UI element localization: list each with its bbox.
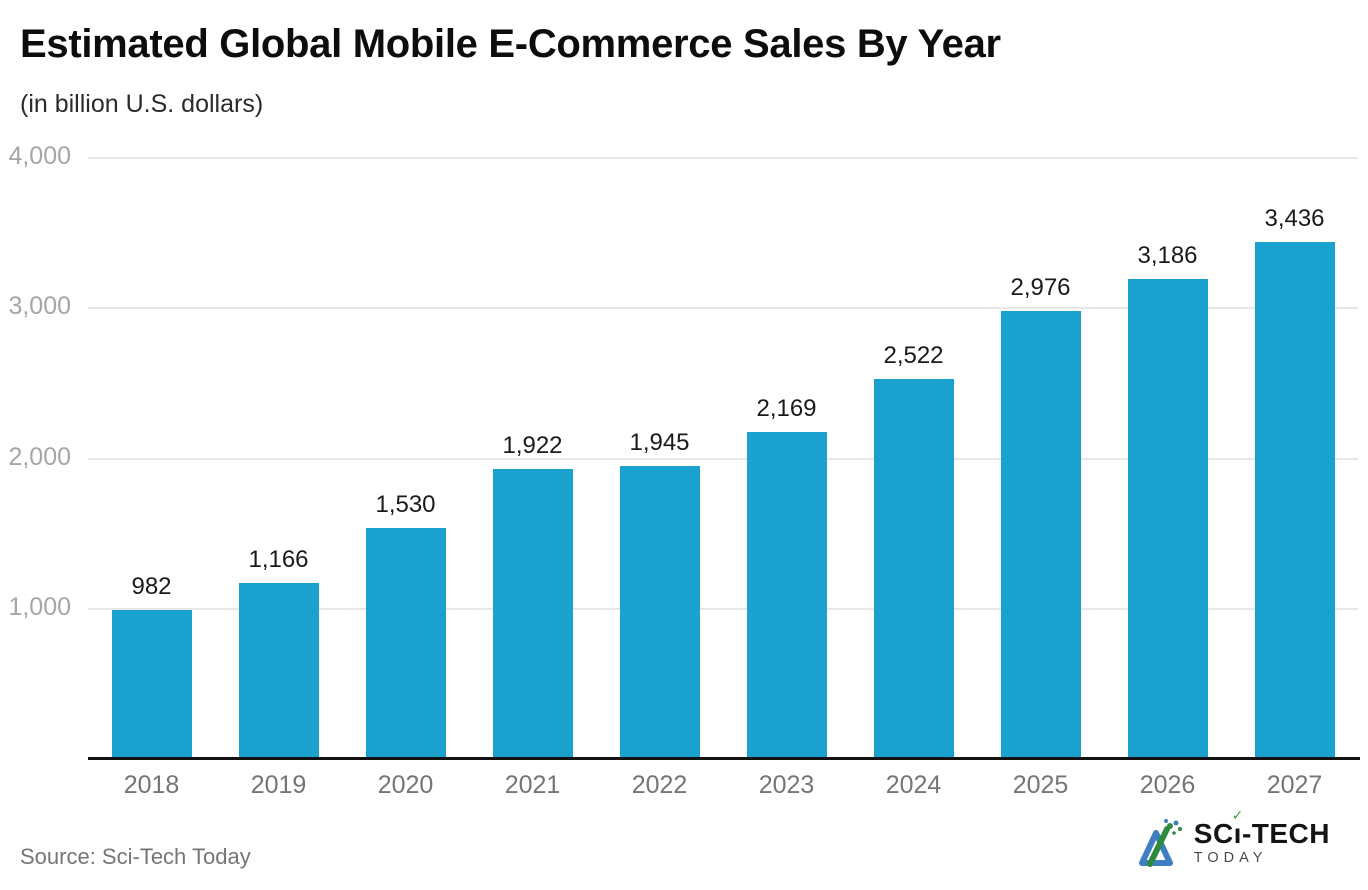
logo-part-tech: -TECH xyxy=(1241,818,1330,850)
bar-2022: 1,945 xyxy=(619,429,700,758)
bar-2018: 982 xyxy=(111,573,192,758)
scitech-triangle-icon xyxy=(1138,819,1182,867)
logo-part-i: ı xyxy=(1233,818,1242,850)
bar-slot: 1,945 xyxy=(596,157,723,758)
y-tick-label: 3,000 xyxy=(8,292,71,321)
bar-slot: 1,922 xyxy=(469,157,596,758)
x-tick-label: 2021 xyxy=(504,771,561,799)
bar-2027: 3,436 xyxy=(1254,205,1335,758)
bar-value-label: 3,436 xyxy=(1264,204,1325,232)
bar-slot: 2,169 xyxy=(723,157,850,758)
bar-slot: 1,530 xyxy=(342,157,469,758)
x-tick-label: 2018 xyxy=(123,771,180,799)
plot-area: 1,000 2,000 3,000 4,000 982 1,166 1,530 1,922 1… xyxy=(8,142,1360,760)
bar-slot: 2,976 xyxy=(977,157,1104,758)
y-tick-label: 1,000 xyxy=(8,592,71,621)
bar-chart: 1,000 2,000 3,000 4,000 982 1,166 1,530 1,922 1… xyxy=(8,142,1360,800)
x-tick-label: 2022 xyxy=(631,771,688,799)
bar-slot: 1,166 xyxy=(215,157,342,758)
bar-value-label: 1,945 xyxy=(629,428,690,456)
bar-2024: 2,522 xyxy=(873,342,954,758)
bar-slot: 3,186 xyxy=(1104,157,1231,758)
chart-title: Estimated Global Mobile E-Commerce Sales… xyxy=(20,22,1001,66)
check-icon: ✓ xyxy=(1231,807,1244,824)
bar-value-label: 1,922 xyxy=(502,432,563,460)
bar-2023: 2,169 xyxy=(746,395,827,758)
x-tick-label: 2027 xyxy=(1266,771,1323,799)
bar-2021: 1,922 xyxy=(492,432,573,758)
y-tick-label: 2,000 xyxy=(8,442,71,471)
gridline xyxy=(88,457,1358,460)
x-tick-label: 2023 xyxy=(758,771,815,799)
bar-value-label: 2,522 xyxy=(883,342,944,370)
bar-value-label: 1,166 xyxy=(248,545,309,573)
bar-2020: 1,530 xyxy=(365,491,446,758)
x-axis-line xyxy=(88,757,1360,760)
logo-tagline: TODAY xyxy=(1193,850,1268,867)
bar-value-label: 3,186 xyxy=(1137,242,1198,270)
logo-wordmark: SCı ✓ -TECH TODAY xyxy=(1193,808,1330,867)
chart-subtitle: (in billion U.S. dollars) xyxy=(20,90,264,118)
gridline xyxy=(88,157,1358,159)
bar-value-label: 2,976 xyxy=(1010,273,1071,301)
bars-row: 982 1,166 1,530 1,922 1,945 2,169 2,522 2,976 3,… xyxy=(88,157,1358,758)
gridline xyxy=(88,307,1358,310)
bar-value-label: 1,530 xyxy=(375,491,436,519)
logo-part-sc: SC xyxy=(1193,818,1234,850)
bar-slot: 2,522 xyxy=(850,157,977,758)
bar-value-label: 982 xyxy=(131,573,172,601)
logo-main-text: SCı ✓ -TECH xyxy=(1193,808,1330,850)
x-tick-label: 2026 xyxy=(1139,771,1196,799)
bar-2025: 2,976 xyxy=(1000,274,1081,758)
y-tick-label: 4,000 xyxy=(8,142,71,170)
bar-2019: 1,166 xyxy=(238,546,319,758)
xaxis-labels: 2018 2019 2020 2021 2022 2023 2024 2025 2026 2027 xyxy=(88,771,1358,800)
bar-value-label: 2,169 xyxy=(756,395,817,423)
bar-slot: 982 xyxy=(88,157,215,758)
x-tick-label: 2025 xyxy=(1012,771,1069,799)
bar-slot: 3,436 xyxy=(1231,157,1358,758)
gridline xyxy=(88,607,1358,610)
scitech-logo: SCı ✓ -TECH TODAY xyxy=(1135,808,1330,868)
source-text: Source: Sci-Tech Today xyxy=(20,844,251,869)
bar-2026: 3,186 xyxy=(1127,242,1208,758)
x-tick-label: 2020 xyxy=(377,771,434,799)
x-tick-label: 2024 xyxy=(885,771,942,799)
x-tick-label: 2019 xyxy=(250,771,307,799)
